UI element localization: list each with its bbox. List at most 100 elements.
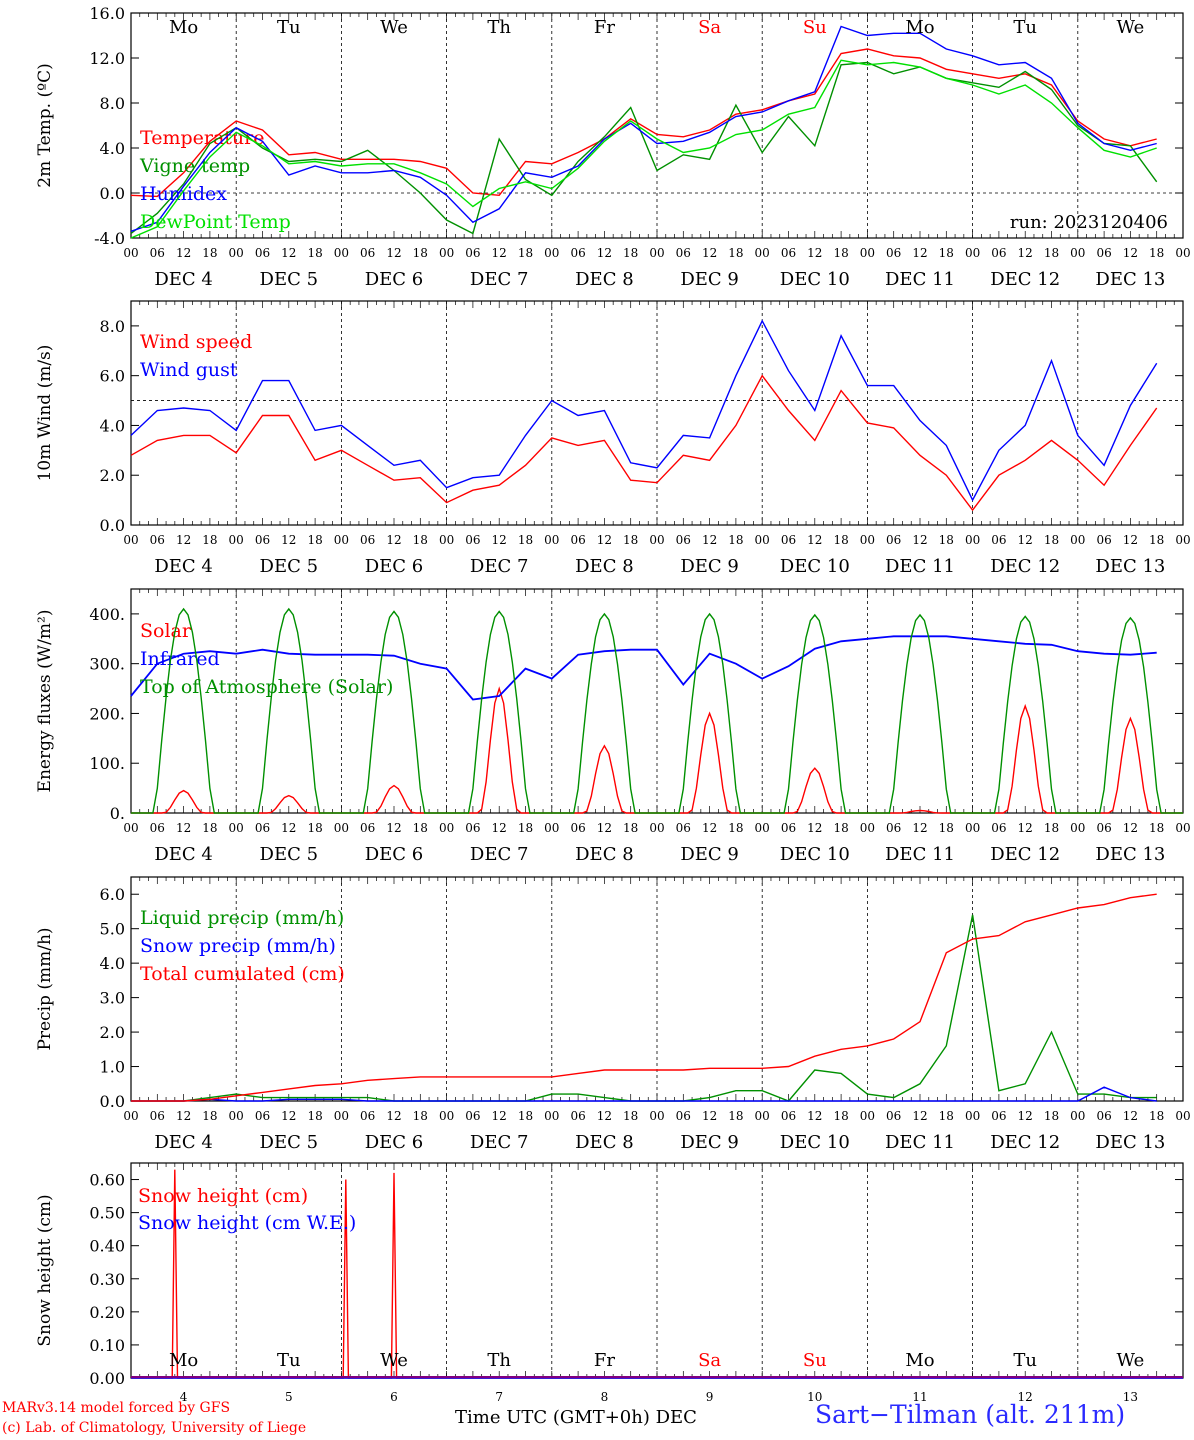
series-line-total-cumulated-cm-: [131, 893, 1157, 1102]
hour-label: 00: [965, 533, 980, 547]
hour-label: 12: [912, 533, 927, 547]
panel-3: 0. 100. 200. 300. 400. Energy fluxes (W/m²) 00…: [35, 588, 1191, 865]
hour-label: 06: [886, 821, 901, 835]
hour-label: 18: [623, 246, 638, 260]
hour-label: 12: [702, 821, 717, 835]
hour-label: 18: [413, 246, 428, 260]
hour-label: 06: [991, 821, 1006, 835]
hour-label: 00: [860, 533, 875, 547]
legend-entry: Snow precip (mm/h): [140, 935, 336, 957]
hour-label: 12: [281, 533, 296, 547]
date-label: DEC 12: [990, 844, 1060, 865]
hour-label: 00: [334, 821, 349, 835]
hour-label: 00: [544, 821, 559, 835]
hour-label: 18: [518, 246, 533, 260]
date-label: DEC 5: [260, 844, 319, 865]
y-axis-label: 2m Temp. (ºC): [35, 63, 55, 188]
date-label: DEC 6: [365, 1132, 424, 1153]
hour-label: 06: [570, 821, 585, 835]
hour-label: 00: [1070, 1109, 1085, 1123]
y-tick-label: 6.0: [100, 367, 125, 386]
day-name-top: We: [1117, 17, 1145, 38]
hour-label: 18: [518, 821, 533, 835]
hour-label: 06: [465, 533, 480, 547]
y-axis-label: Energy fluxes (W/m²): [35, 610, 55, 793]
hour-label: 00: [649, 246, 664, 260]
hour-label: 00: [1175, 1109, 1190, 1123]
date-label: DEC 7: [470, 269, 529, 290]
bottom-date-label: 4: [180, 1390, 188, 1404]
hour-label: 06: [991, 1109, 1006, 1123]
hour-label: 12: [807, 1109, 822, 1123]
day-name-bottom: Th: [487, 1350, 511, 1371]
hour-label: 00: [755, 246, 770, 260]
bottom-date-label: 12: [1018, 1390, 1033, 1404]
legend-entry: Liquid precip (mm/h): [140, 907, 344, 929]
legend-entry: Infrared: [140, 648, 220, 670]
date-label: DEC 6: [365, 556, 424, 577]
y-tick-label: 6.0: [100, 885, 125, 904]
y-tick-label: 16.0: [89, 4, 125, 23]
date-label: DEC 7: [470, 1132, 529, 1153]
hour-label: 12: [1018, 1109, 1033, 1123]
hour-label: 00: [544, 246, 559, 260]
day-name-bottom: Tu: [1013, 1350, 1037, 1371]
hour-label: 18: [939, 533, 954, 547]
hour-label: 00: [649, 533, 664, 547]
bottom-date-label: 11: [912, 1390, 927, 1404]
hour-label: 12: [912, 821, 927, 835]
hour-label: 12: [702, 246, 717, 260]
panel-4: 0.0 1.0 2.0 3.0 4.0 5.0 6.0 Precip (mm/h) 00 06 12…: [35, 876, 1191, 1153]
run-label: run: 2023120406: [1010, 212, 1168, 233]
date-label: DEC 4: [154, 556, 213, 577]
date-label: DEC 9: [680, 1132, 739, 1153]
bottom-date-label: 6: [390, 1390, 398, 1404]
hour-label: 18: [623, 821, 638, 835]
hour-label: 18: [939, 1109, 954, 1123]
hour-label: 18: [833, 821, 848, 835]
date-label: DEC 8: [575, 844, 634, 865]
legend-entry: Wind speed: [140, 331, 252, 353]
date-label: DEC 8: [575, 556, 634, 577]
y-tick-label: 1.0: [100, 1058, 125, 1077]
legend-entry: Snow height (cm): [138, 1185, 308, 1207]
hour-label: 00: [1070, 533, 1085, 547]
y-tick-label: 2.0: [100, 1023, 125, 1042]
hour-label: 18: [833, 246, 848, 260]
hour-label: 06: [676, 533, 691, 547]
hour-label: 12: [1018, 246, 1033, 260]
y-tick-label: 0.30: [89, 1270, 125, 1289]
hour-label: 18: [202, 246, 217, 260]
hour-label: 06: [781, 246, 796, 260]
hour-label: 00: [334, 1109, 349, 1123]
date-label: DEC 5: [260, 556, 319, 577]
series-line-temperature: [130, 48, 1157, 198]
hour-label: 00: [965, 821, 980, 835]
hour-label: 06: [360, 1109, 375, 1123]
hour-label: 06: [360, 533, 375, 547]
legend-entry: Solar: [140, 620, 192, 642]
legend-entry: Humidex: [140, 183, 227, 205]
hour-label: 00: [334, 246, 349, 260]
credit-line-1: MARv3.14 model forced by GFS: [2, 1400, 231, 1416]
date-label: DEC 13: [1095, 1132, 1165, 1153]
y-tick-label: 12.0: [89, 49, 125, 68]
hour-label: 00: [755, 821, 770, 835]
bottom-date-label: 10: [807, 1390, 822, 1404]
legend-entry: Temperature: [140, 127, 264, 149]
hour-label: 12: [492, 1109, 507, 1123]
date-label: DEC 10: [780, 556, 850, 577]
hour-label: 12: [386, 533, 401, 547]
date-label: DEC 9: [680, 556, 739, 577]
bottom-date-label: 5: [285, 1390, 293, 1404]
y-tick-label: 0.50: [89, 1204, 125, 1223]
date-label: DEC 8: [575, 1132, 634, 1153]
hour-label: 12: [597, 1109, 612, 1123]
hour-label: 06: [465, 1109, 480, 1123]
hour-label: 00: [649, 1109, 664, 1123]
date-label: DEC 11: [885, 844, 955, 865]
hour-label: 12: [176, 1109, 191, 1123]
hour-label: 06: [1096, 533, 1111, 547]
hour-label: 00: [544, 533, 559, 547]
bottom-date-label: 7: [495, 1390, 503, 1404]
